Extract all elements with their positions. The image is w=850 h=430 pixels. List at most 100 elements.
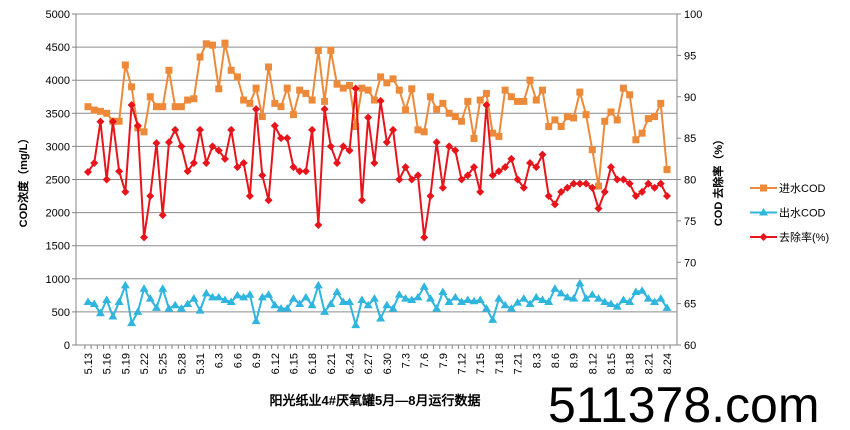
data-point	[277, 103, 285, 111]
data-point	[394, 290, 404, 298]
data-point	[369, 294, 379, 302]
data-point	[295, 167, 304, 176]
data-point	[114, 297, 124, 305]
y2-tick-label: 95	[684, 50, 696, 62]
data-point	[507, 154, 516, 163]
data-point	[165, 66, 173, 74]
x-tick-label: 6.21	[326, 353, 338, 374]
data-point	[489, 129, 497, 137]
data-point	[215, 85, 223, 93]
data-point	[438, 287, 448, 296]
data-point	[606, 163, 615, 172]
data-point	[538, 150, 547, 159]
data-point	[288, 294, 298, 302]
data-point	[644, 179, 653, 188]
data-point	[607, 108, 615, 116]
data-point	[625, 179, 634, 188]
data-point	[450, 292, 460, 301]
data-point	[601, 117, 609, 125]
data-point	[146, 192, 155, 201]
data-point	[413, 292, 423, 301]
data-point	[345, 81, 353, 89]
data-point	[488, 315, 498, 323]
data-point	[663, 166, 671, 174]
data-point	[308, 96, 316, 104]
data-point	[420, 128, 428, 136]
data-point	[221, 39, 229, 47]
data-point	[227, 66, 235, 74]
legend-label: 去除率(%)	[779, 230, 829, 244]
data-point	[170, 300, 180, 309]
data-point	[246, 99, 254, 107]
data-point	[245, 290, 255, 298]
data-point	[171, 125, 180, 134]
data-point	[227, 125, 236, 134]
data-point	[389, 75, 397, 83]
data-point	[582, 179, 591, 188]
data-point	[96, 107, 104, 115]
data-point	[308, 125, 317, 134]
series-line	[87, 88, 668, 238]
data-point	[276, 304, 286, 312]
data-point	[656, 294, 666, 302]
x-tick-label: 5.19	[120, 353, 132, 374]
data-point	[576, 88, 584, 96]
data-point	[190, 95, 198, 103]
data-point	[376, 314, 386, 322]
y2-tick-label: 85	[684, 133, 696, 145]
x-tick-label: 8.3	[531, 353, 543, 368]
data-point	[358, 84, 366, 92]
x-tick-label: 6.6	[232, 353, 244, 368]
data-point	[220, 295, 230, 303]
data-point	[189, 158, 198, 167]
data-point	[282, 304, 292, 312]
chart-title: 阳光纸业4#厌氧罐5月—8月运行数据	[270, 393, 481, 408]
data-point	[95, 308, 105, 317]
data-point	[339, 142, 348, 151]
data-point	[495, 132, 503, 140]
data-point	[382, 138, 391, 147]
data-point	[513, 175, 522, 184]
data-point	[208, 142, 217, 151]
data-point	[289, 111, 297, 119]
data-point	[333, 80, 341, 88]
y-tick-label: 5000	[46, 9, 70, 21]
data-point	[407, 295, 417, 303]
data-point	[382, 300, 392, 309]
data-point	[108, 117, 117, 126]
data-point	[357, 196, 366, 205]
data-point	[426, 93, 434, 101]
data-point	[265, 63, 273, 71]
data-point	[264, 196, 273, 205]
data-point	[115, 167, 124, 176]
x-tick-label: 6.15	[288, 353, 300, 374]
data-point	[233, 163, 242, 172]
data-point	[556, 288, 566, 297]
data-point	[588, 146, 596, 154]
data-point	[575, 179, 584, 188]
data-point	[120, 280, 130, 289]
y-tick-label: 1500	[46, 241, 70, 253]
data-point	[383, 79, 391, 87]
data-point	[501, 163, 510, 172]
data-point	[619, 84, 627, 92]
data-point	[121, 61, 129, 69]
data-point	[214, 292, 224, 301]
data-point	[488, 171, 497, 180]
data-point	[152, 139, 161, 148]
data-point	[258, 113, 266, 121]
data-point	[301, 292, 311, 301]
data-point	[656, 179, 665, 188]
y2-axis-label: COD 去除率（%）	[711, 134, 725, 226]
series-layer	[83, 39, 672, 329]
x-tick-label: 5.22	[139, 353, 151, 374]
data-point	[445, 142, 454, 151]
data-point	[438, 183, 447, 192]
data-point	[643, 294, 653, 302]
series-0	[84, 39, 671, 190]
data-point	[420, 233, 429, 242]
data-point	[320, 307, 330, 315]
data-point	[364, 86, 372, 94]
data-point	[644, 115, 652, 123]
data-point	[133, 121, 142, 130]
